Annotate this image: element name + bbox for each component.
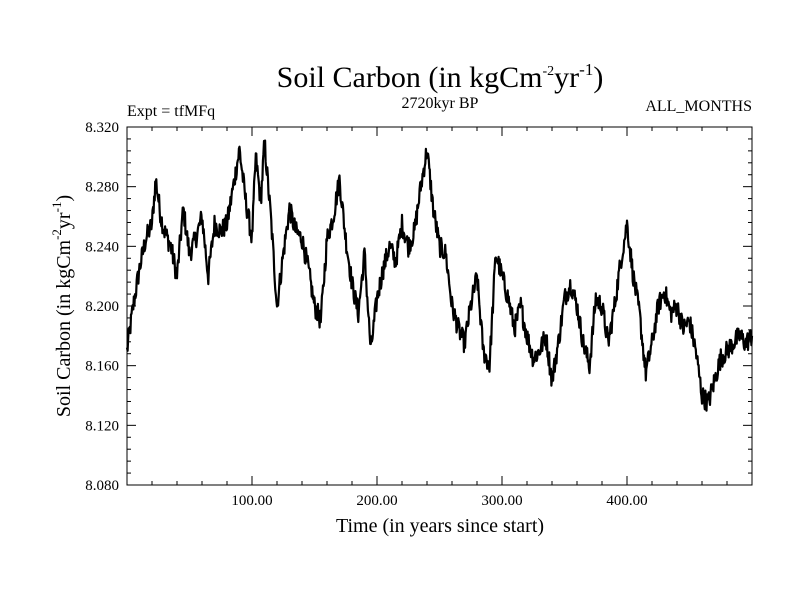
chart-title: Soil Carbon (in kgCm-2yr-1) <box>277 60 604 94</box>
series-group <box>125 139 754 412</box>
experiment-label: Expt = tfMFq <box>127 103 215 120</box>
y-tick-label: 8.080 <box>85 478 119 494</box>
chart-subtitle: 2720kyr BP <box>402 95 479 112</box>
x-tick-label: 400.00 <box>606 493 647 509</box>
x-tick-label: 200.00 <box>356 493 397 509</box>
y-tick-label: 8.120 <box>85 418 119 434</box>
x-tick-label: 300.00 <box>481 493 522 509</box>
y-tick-label: 8.280 <box>85 180 119 196</box>
x-axis-label: Time (in years since start) <box>336 515 544 537</box>
y-tick-label: 8.160 <box>85 359 119 375</box>
x-tick-label: 100.00 <box>231 493 272 509</box>
months-label: ALL_MONTHS <box>645 98 752 115</box>
y-tick-label: 8.200 <box>85 299 119 315</box>
y-tick-labels: 8.080 8.120 8.160 8.200 8.240 8.280 8.320 <box>85 120 119 494</box>
x-tick-labels: 100.00 200.00 300.00 400.00 <box>231 493 647 509</box>
y-tick-label: 8.240 <box>85 239 119 255</box>
y-tick-label: 8.320 <box>85 120 119 136</box>
y-axis-label: Soil Carbon (in kgCm-2yr-1) <box>49 195 75 417</box>
series-line <box>125 139 754 412</box>
